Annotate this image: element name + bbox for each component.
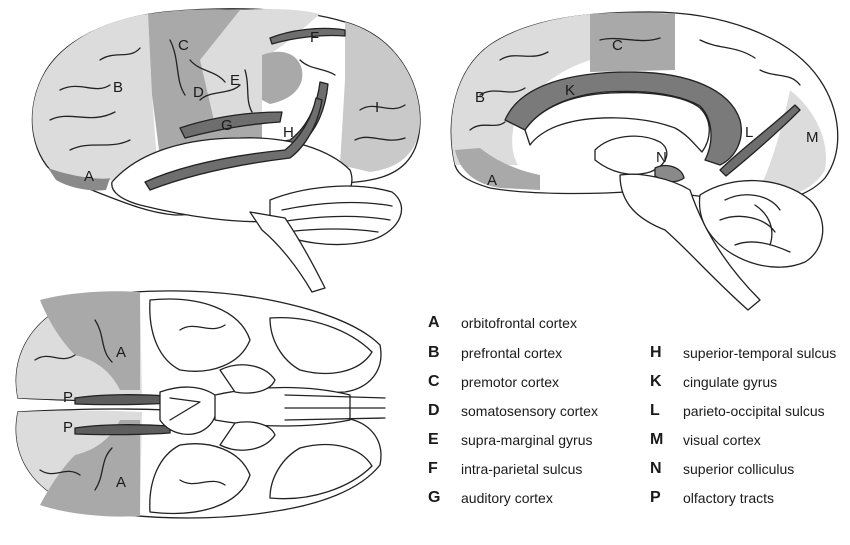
- label-medial-A: A: [487, 172, 497, 189]
- lateral-auditory-G: [179, 111, 283, 139]
- legend-text: premotor cortex: [461, 374, 560, 390]
- legend-text: intra-parietal sulcus: [461, 461, 583, 477]
- legend-text: cingulate gyrus: [683, 374, 778, 390]
- lateral-sulcus-F: [269, 27, 346, 45]
- legend-key: H: [650, 344, 662, 361]
- label-lateral-H: H: [283, 124, 294, 141]
- legend-text: superior colliculus: [683, 461, 795, 477]
- legend-text: auditory cortex: [461, 490, 553, 506]
- legend: A orbitofrontal cortex B prefrontal cort…: [428, 304, 848, 534]
- lateral-supramarginal-region: [262, 51, 303, 104]
- lateral-view: [31, 8, 421, 293]
- medial-prefrontal-region: [451, 14, 590, 165]
- medial-labels: C K B L M N A: [475, 37, 819, 189]
- label-medial-L: L: [745, 124, 753, 141]
- label-medial-C: C: [612, 37, 623, 54]
- legend-key: E: [428, 431, 439, 448]
- legend-key: F: [428, 460, 438, 477]
- legend-key: P: [650, 489, 661, 506]
- medial-view: [450, 11, 839, 311]
- legend-text: olfactory tracts: [683, 490, 775, 506]
- medial-sulcus-L: [719, 104, 801, 177]
- legend-text: superior-temporal sulcus: [683, 345, 837, 361]
- label-ventral-P-top: P: [63, 389, 73, 406]
- ventral-view: [15, 290, 386, 519]
- medial-corpus-callosum: [524, 91, 710, 153]
- label-medial-K: K: [565, 82, 575, 99]
- legend-key: N: [650, 460, 662, 477]
- legend-key: C: [428, 373, 440, 390]
- medial-cerebellum: [698, 179, 824, 268]
- legend-text: visual cortex: [683, 432, 761, 448]
- legend-key: A: [428, 314, 440, 331]
- lateral-brainstem: [249, 211, 326, 293]
- ventral-labels: A P P A: [63, 344, 126, 491]
- medial-visual-region: [755, 90, 826, 199]
- label-lateral-I: I: [375, 99, 379, 116]
- label-lateral-C: C: [178, 37, 189, 54]
- lateral-prefrontal-region: [32, 14, 158, 181]
- label-ventral-A-bottom: A: [116, 474, 126, 491]
- label-lateral-F: F: [310, 29, 319, 46]
- label-medial-M: M: [806, 129, 819, 146]
- label-lateral-G: G: [221, 117, 233, 134]
- label-lateral-E: E: [230, 72, 240, 89]
- legend-key: G: [428, 489, 441, 506]
- label-lateral-A: A: [84, 168, 94, 185]
- label-ventral-A-top: A: [116, 344, 126, 361]
- legend-text: prefrontal cortex: [461, 345, 563, 361]
- lateral-region-I: [340, 22, 420, 172]
- legend-key: B: [428, 344, 440, 361]
- legend-key: L: [650, 402, 660, 419]
- medial-brainstem: [619, 173, 761, 311]
- legend-text: somatosensory cortex: [461, 403, 598, 419]
- ventral-olfactory-lower: [74, 424, 171, 436]
- legend-text: orbitofrontal cortex: [461, 315, 577, 331]
- ventral-olfactory-upper: [74, 394, 171, 406]
- lateral-orbitofrontal-region: [48, 168, 110, 191]
- legend-key: M: [650, 431, 664, 448]
- label-lateral-B: B: [113, 79, 123, 96]
- label-medial-N: N: [656, 149, 667, 166]
- medial-cingulate-K: [504, 71, 742, 166]
- lateral-labels: C F B D E I G H A: [84, 29, 379, 185]
- ventral-upper-orbitofrontal: [40, 291, 140, 390]
- label-ventral-P-bottom: P: [63, 419, 73, 436]
- legend-text: parieto-occipital sulcus: [683, 403, 825, 419]
- label-lateral-D: D: [193, 84, 204, 101]
- lateral-temporal-sulcus: [144, 97, 323, 191]
- legend-text: supra-marginal gyrus: [461, 432, 593, 448]
- ventral-lower-orbitofrontal: [40, 420, 140, 517]
- medial-orbitofrontal-region: [455, 148, 540, 190]
- label-medial-B: B: [475, 89, 485, 106]
- medial-premotor-region: [590, 12, 675, 72]
- legend-key: D: [428, 402, 440, 419]
- legend-key: K: [650, 373, 662, 390]
